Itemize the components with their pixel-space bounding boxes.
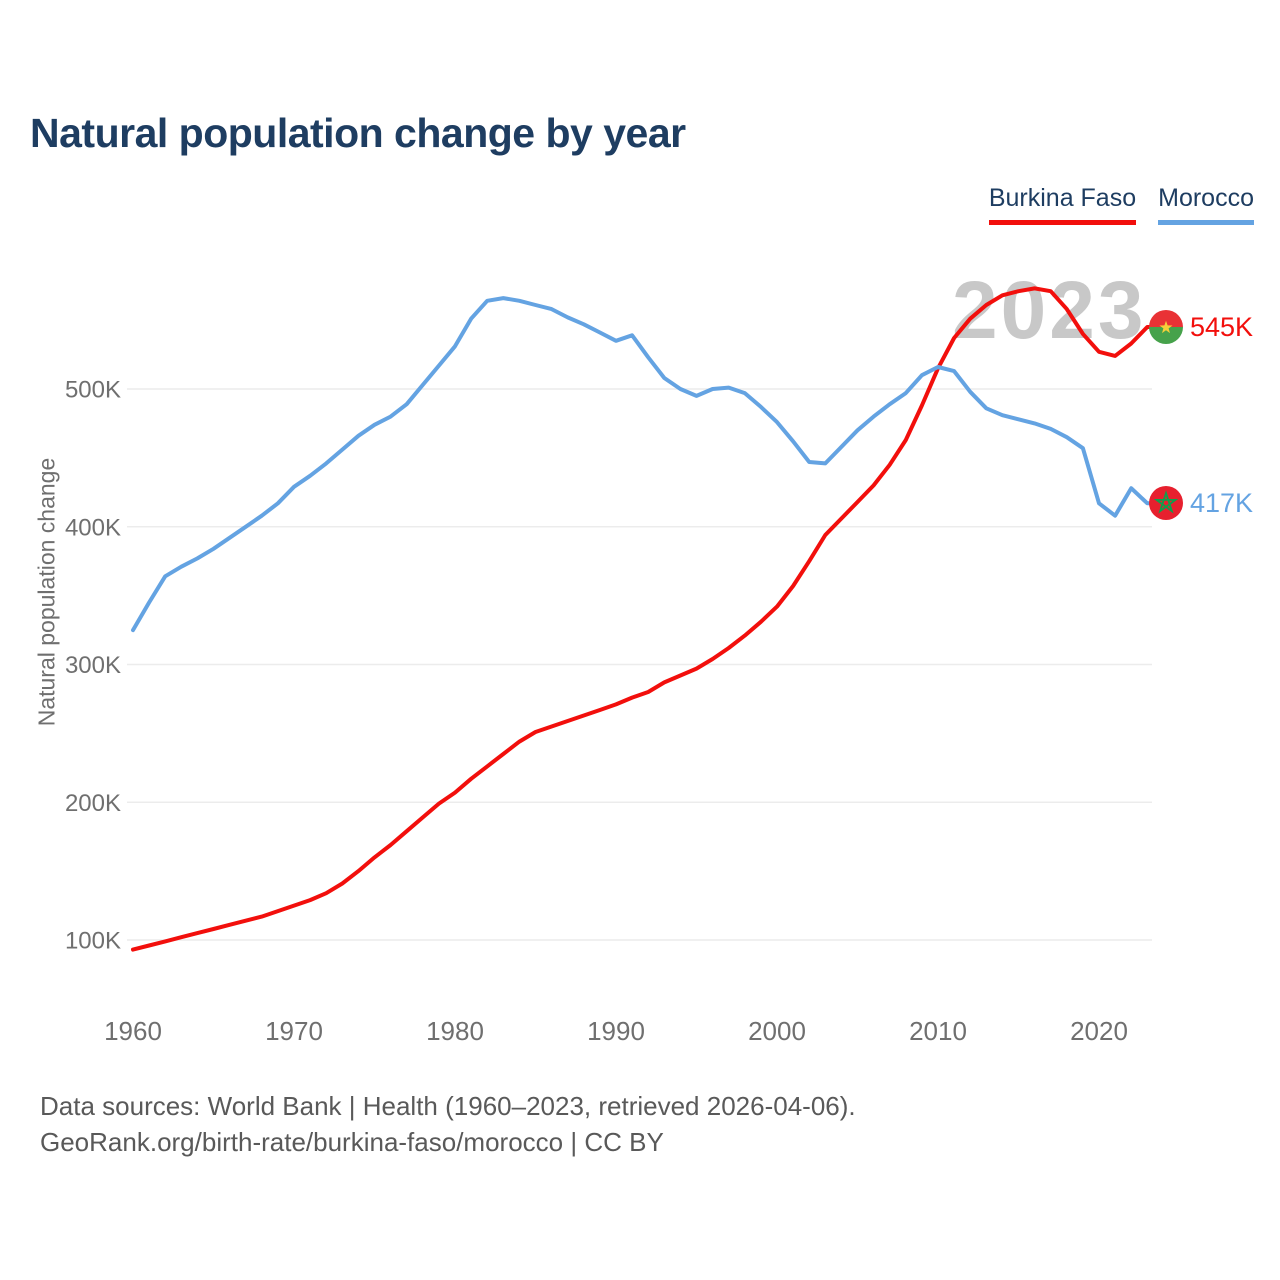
end-label-morocco: 417K <box>1149 486 1253 520</box>
end-value-morocco: 417K <box>1190 487 1254 518</box>
footer-attribution[interactable]: GeoRank.org/birth-rate/burkina-faso/moro… <box>40 1127 664 1157</box>
x-tick-label: 1980 <box>426 1016 484 1046</box>
y-tick-label: 500K <box>65 377 121 404</box>
x-tick-label: 1960 <box>104 1016 162 1046</box>
page-title: Natural population change by year <box>30 110 686 156</box>
y-tick-label: 200K <box>65 790 121 817</box>
x-tick-label: 2000 <box>748 1016 806 1046</box>
y-tick-label: 400K <box>65 514 121 541</box>
year-watermark: 2023 <box>952 265 1147 356</box>
x-tick-label: 2010 <box>909 1016 967 1046</box>
x-tick-label: 1970 <box>265 1016 323 1046</box>
y-tick-label: 100K <box>65 928 121 955</box>
legend: Burkina Faso Morocco <box>988 184 1254 225</box>
footer: Data sources: World Bank | Health (1960–… <box>40 1088 856 1160</box>
legend-item-burkina-faso[interactable]: Burkina Faso <box>988 184 1137 225</box>
y-axis-title: Natural population change <box>33 457 60 727</box>
x-tick-label: 2020 <box>1070 1016 1128 1046</box>
end-value-burkina-faso: 545K <box>1190 311 1254 342</box>
x-tick-label: 1990 <box>587 1016 645 1046</box>
legend-item-morocco[interactable]: Morocco <box>1158 184 1254 225</box>
footer-sources: Data sources: World Bank | Health (1960–… <box>40 1091 856 1121</box>
y-tick-label: 300K <box>65 652 121 679</box>
morocco-flag-icon <box>1149 486 1183 520</box>
burkina-faso-flag-icon <box>1149 310 1183 344</box>
end-label-burkina-faso: 545K <box>1149 310 1253 344</box>
series-line-burkina-faso[interactable] <box>131 286 1159 952</box>
series-line-morocco[interactable] <box>131 296 1159 633</box>
